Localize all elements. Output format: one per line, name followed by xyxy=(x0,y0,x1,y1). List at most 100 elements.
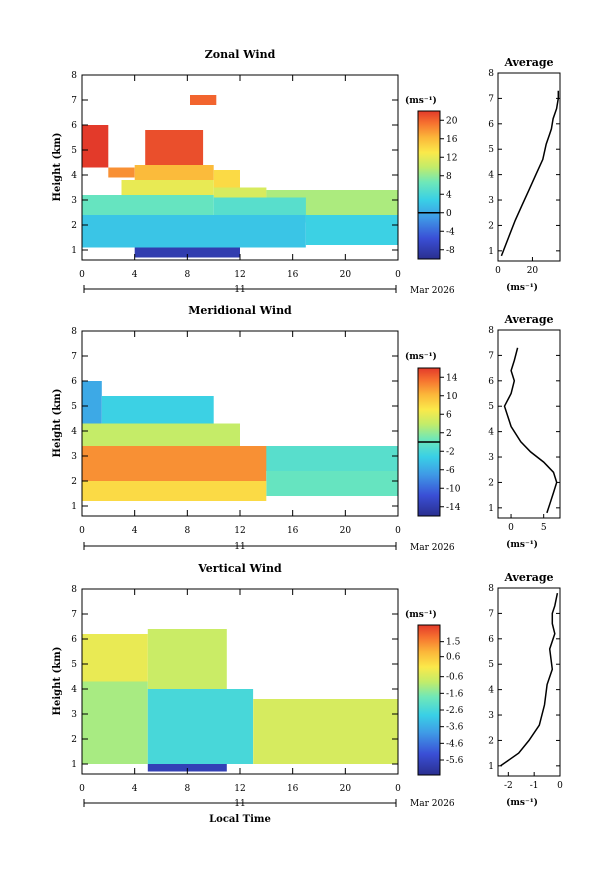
avg-x-tick-label: 20 xyxy=(527,266,539,276)
x-tick-label: 8 xyxy=(184,270,190,280)
heatmap-cell xyxy=(253,699,398,764)
x-axis: 0 4 8 12 16 20 0 xyxy=(79,75,401,280)
y-axis-label: Height (km) xyxy=(52,647,63,716)
date-day-label: 11 xyxy=(234,542,245,552)
y-tick-label: 7 xyxy=(71,352,77,362)
avg-y-tick-label: 5 xyxy=(488,660,494,670)
x-tick-label: 16 xyxy=(287,526,299,536)
avg-y-tick-label: 2 xyxy=(488,221,494,231)
colorbar-tick-label: -5.6 xyxy=(446,756,464,766)
heatmap-cell xyxy=(82,481,267,501)
avg-y-tick-label: 7 xyxy=(488,351,494,361)
colorbar-tick-label: -1.6 xyxy=(446,689,464,699)
x-tick-label: 20 xyxy=(340,270,352,280)
colorbar-unit: (ms⁻¹) xyxy=(405,351,437,362)
y-axis: 1 2 3 4 5 6 7 8 xyxy=(71,327,398,512)
x-tick-label: 20 xyxy=(340,784,352,794)
avg-y-tick-label: 8 xyxy=(488,584,494,594)
colorbar-ticks: 20 16 12 8 4 0 -4 -8 xyxy=(418,116,458,256)
heatmap-cell xyxy=(147,689,254,764)
y-tick-label: 6 xyxy=(71,377,77,387)
colorbar-tick-label: 20 xyxy=(446,116,458,126)
panel-title: Meridional Wind xyxy=(188,304,292,317)
avg-y-tick-label: 3 xyxy=(488,711,494,721)
y-tick-label: 4 xyxy=(71,427,77,437)
panel-title: Zonal Wind xyxy=(205,48,276,61)
y-tick-label: 4 xyxy=(71,685,77,695)
x-tick-label: 4 xyxy=(132,526,138,536)
avg-x-tick-label: 5 xyxy=(541,523,547,533)
x-tick-label: 0 xyxy=(395,526,401,536)
x-tick-label: 12 xyxy=(234,784,245,794)
avg-y-tick-label: 6 xyxy=(488,377,494,387)
y-tick-label: 6 xyxy=(71,121,77,131)
x-axis-label: Local Time xyxy=(209,814,271,825)
avg-y-tick-label: 7 xyxy=(488,94,494,104)
colorbar-tick-label: -4 xyxy=(446,227,455,237)
heatmap-cell xyxy=(305,215,398,245)
y-tick-label: 1 xyxy=(71,760,77,770)
avg-y-tick-label: 8 xyxy=(488,69,494,79)
heatmap-cell xyxy=(266,471,398,496)
colorbar-tick-label: -2 xyxy=(446,447,455,457)
colorbar-ticks: 14 10 6 2 -2 -6 -10 -14 xyxy=(418,373,461,513)
y-tick-label: 3 xyxy=(71,452,77,462)
colorbar-tick-label: 4 xyxy=(446,190,452,200)
heatmap-cell xyxy=(82,446,267,481)
avg-y-tick-label: 6 xyxy=(488,120,494,130)
y-axis: 1 2 3 4 5 6 7 8 xyxy=(71,585,398,770)
colorbar-tick-label: -0.6 xyxy=(446,673,464,683)
y-axis-label: Height (km) xyxy=(52,389,63,458)
y-tick-label: 3 xyxy=(71,710,77,720)
avg-x-tick-label: 0 xyxy=(495,266,501,276)
avg-profile-line xyxy=(500,90,560,257)
colorbar-tick-label: 8 xyxy=(446,172,452,182)
date-day-label: 11 xyxy=(234,285,245,295)
x-tick-label: 0 xyxy=(79,270,85,280)
colorbar-tick-label: 6 xyxy=(446,410,452,420)
colorbar-tick-label: -14 xyxy=(446,503,461,513)
y-tick-label: 2 xyxy=(71,735,77,745)
colorbar-tick-label: -6 xyxy=(446,466,455,476)
avg-y-tick-label: 7 xyxy=(488,609,494,619)
x-tick-label: 8 xyxy=(184,526,190,536)
x-tick-label: 12 xyxy=(234,526,245,536)
colorbar-tick-label: 1.5 xyxy=(446,638,461,648)
colorbar xyxy=(417,110,441,260)
average-profile: 1 2 3 4 5 6 7 8 -2 -1 0 xyxy=(488,584,563,791)
y-tick-label: 1 xyxy=(71,246,77,256)
colorbar-tick-label: 10 xyxy=(446,392,458,402)
average-profile: 1 2 3 4 5 6 7 8 0 5 xyxy=(488,326,560,533)
x-tick-label: 16 xyxy=(287,270,299,280)
heatmap-cell xyxy=(134,247,240,258)
heatmap-cell xyxy=(147,629,227,689)
y-axis: 1 2 3 4 5 6 7 8 xyxy=(71,71,398,256)
avg-y-tick-label: 8 xyxy=(488,326,494,336)
colorbar-tick-label: -4.6 xyxy=(446,739,464,749)
colorbar-tick-label: 14 xyxy=(446,373,458,383)
avg-y-tick-label: 3 xyxy=(488,453,494,463)
heatmap-cell xyxy=(82,423,240,446)
heatmap-area xyxy=(82,629,398,772)
avg-y-tick-label: 3 xyxy=(488,196,494,206)
y-tick-label: 8 xyxy=(71,327,77,337)
heatmap-cell xyxy=(145,130,204,165)
x-tick-label: 0 xyxy=(395,270,401,280)
y-tick-label: 2 xyxy=(71,221,77,231)
heatmap-cell xyxy=(82,634,148,682)
x-axis: 0 4 8 12 16 20 0 xyxy=(79,589,401,794)
colorbar-tick-label: 16 xyxy=(446,135,458,145)
colorbar-tick-label: 0.6 xyxy=(446,653,461,663)
colorbar xyxy=(417,624,441,776)
heatmap-cell xyxy=(82,215,306,248)
x-tick-label: 4 xyxy=(132,784,138,794)
y-tick-label: 5 xyxy=(71,146,77,156)
heatmap-cell xyxy=(82,381,102,424)
heatmap-cell xyxy=(134,165,214,180)
colorbar-tick-label: 12 xyxy=(446,153,457,163)
x-tick-label: 0 xyxy=(395,784,401,794)
colorbar-tick-label: -8 xyxy=(446,246,455,256)
y-tick-label: 5 xyxy=(71,402,77,412)
y-axis-label: Height (km) xyxy=(52,133,63,202)
average-title: Average xyxy=(503,313,553,326)
